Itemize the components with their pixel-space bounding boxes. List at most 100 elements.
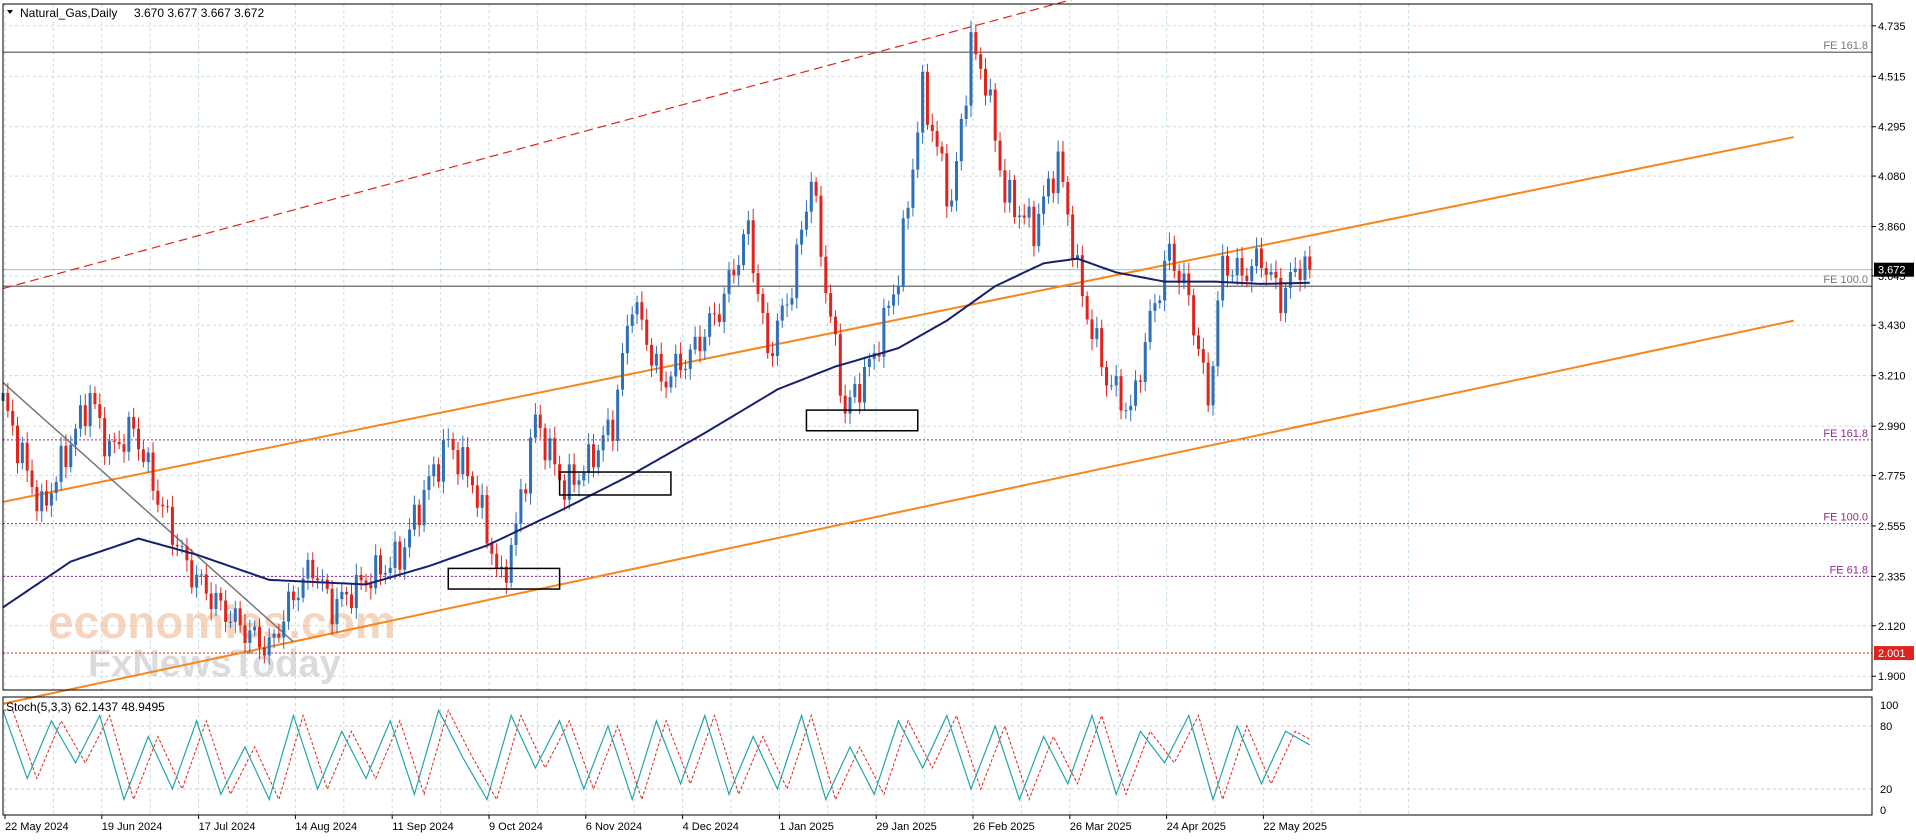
candle-body — [45, 491, 49, 506]
candle-body — [742, 234, 746, 266]
candle-body — [669, 376, 673, 388]
candle-body — [756, 273, 760, 294]
candle-body — [282, 621, 286, 638]
candle-body — [921, 71, 925, 133]
candle-body — [393, 541, 397, 568]
candle-body — [504, 566, 508, 583]
candle-body — [1051, 178, 1055, 194]
candle-body — [190, 560, 194, 588]
candle-body — [1182, 273, 1186, 284]
candle-body — [54, 481, 58, 494]
candle-body — [833, 316, 837, 335]
candle-body — [1172, 243, 1176, 271]
candle-body — [538, 414, 542, 429]
candle-body — [69, 444, 73, 468]
candle-body — [683, 368, 687, 371]
date-tick-label: 14 Aug 2024 — [295, 821, 357, 833]
candle-body — [253, 626, 257, 631]
candle-body — [867, 358, 871, 367]
candle-body — [224, 600, 228, 622]
candle-body — [374, 555, 378, 589]
candle-body — [1167, 243, 1171, 261]
candle-body — [717, 314, 721, 323]
fib-level-label: FE 61.8 — [1829, 564, 1868, 576]
menu-triangle-icon[interactable] — [7, 10, 13, 14]
candle-body — [964, 105, 968, 119]
candle-body — [674, 353, 678, 377]
candle-body — [83, 405, 87, 427]
candle-body — [441, 439, 445, 482]
channel-lines — [2, 0, 1795, 705]
candle-body — [1255, 248, 1259, 267]
candle-body — [6, 392, 10, 411]
candle-body — [427, 476, 431, 490]
stoch-main-line — [2, 708, 1311, 802]
candle-body — [1085, 296, 1089, 320]
candle-body — [625, 325, 629, 354]
candle-body — [1163, 260, 1167, 301]
candle-body — [863, 366, 867, 403]
candle-body — [1274, 271, 1278, 278]
candle-body — [969, 32, 973, 106]
candle-body — [470, 476, 474, 486]
price-tick-label: 2.990 — [1878, 421, 1906, 433]
candle-body — [712, 313, 716, 315]
chart-frame — [2, 3, 1873, 816]
candle-body — [1056, 151, 1060, 194]
candle-body — [277, 633, 281, 638]
candle-body — [1138, 380, 1142, 382]
candle-body — [659, 353, 663, 382]
date-tick-label: 22 May 2025 — [1263, 821, 1327, 833]
candle-body — [175, 544, 179, 547]
candle-body — [775, 320, 779, 357]
date-tick-label: 17 Jul 2024 — [199, 821, 256, 833]
candle-body — [1187, 273, 1191, 296]
candle-body — [543, 428, 547, 461]
candle-body — [137, 428, 141, 450]
candle-body — [161, 504, 165, 507]
price-tick-label: 2.555 — [1878, 521, 1906, 533]
candle-body — [330, 588, 334, 625]
candle-body — [388, 567, 392, 573]
candle-body — [843, 395, 847, 414]
candle-body — [679, 353, 683, 371]
candle-body — [398, 541, 402, 570]
candle-body — [1003, 170, 1007, 203]
candle-body — [437, 464, 441, 482]
candle-body — [1105, 367, 1109, 386]
candle-body — [998, 140, 1002, 171]
candle-body — [1259, 248, 1263, 269]
candle-body — [611, 419, 615, 442]
candle-body — [1293, 268, 1297, 273]
candle-body — [795, 244, 799, 299]
candle-body — [166, 506, 170, 508]
price-tick-label: 4.080 — [1878, 171, 1906, 183]
candle-body — [1250, 266, 1254, 282]
candle-body — [1288, 272, 1292, 288]
candle-body — [1080, 255, 1084, 297]
candle-body — [785, 304, 789, 306]
axes: 4.7354.5154.2954.0803.8603.6453.4303.210… — [4, 21, 1914, 833]
candle-body — [88, 392, 92, 427]
symbol-label: Natural_Gas,Daily — [20, 6, 117, 20]
price-tick-label: 2.120 — [1878, 621, 1906, 633]
candle-body — [959, 118, 963, 162]
price-tick-label: 2.335 — [1878, 571, 1906, 583]
candle-body — [1240, 258, 1244, 276]
candle-body — [40, 491, 44, 512]
candle-body — [1226, 255, 1230, 276]
candle-body — [553, 438, 557, 465]
candle-body — [59, 445, 63, 482]
candle-body — [1013, 179, 1017, 218]
candle-body — [306, 559, 310, 579]
candle-body — [364, 580, 368, 585]
candle-body — [412, 504, 416, 530]
candle-body — [630, 314, 634, 326]
candle-body — [1090, 319, 1094, 340]
candle-body — [325, 579, 329, 589]
candle-body — [771, 353, 775, 357]
price-tick-label: 4.515 — [1878, 71, 1906, 83]
chart-header: Natural_Gas,Daily 3.670 3.677 3.667 3.67… — [7, 6, 264, 20]
candle-body — [1192, 295, 1196, 336]
